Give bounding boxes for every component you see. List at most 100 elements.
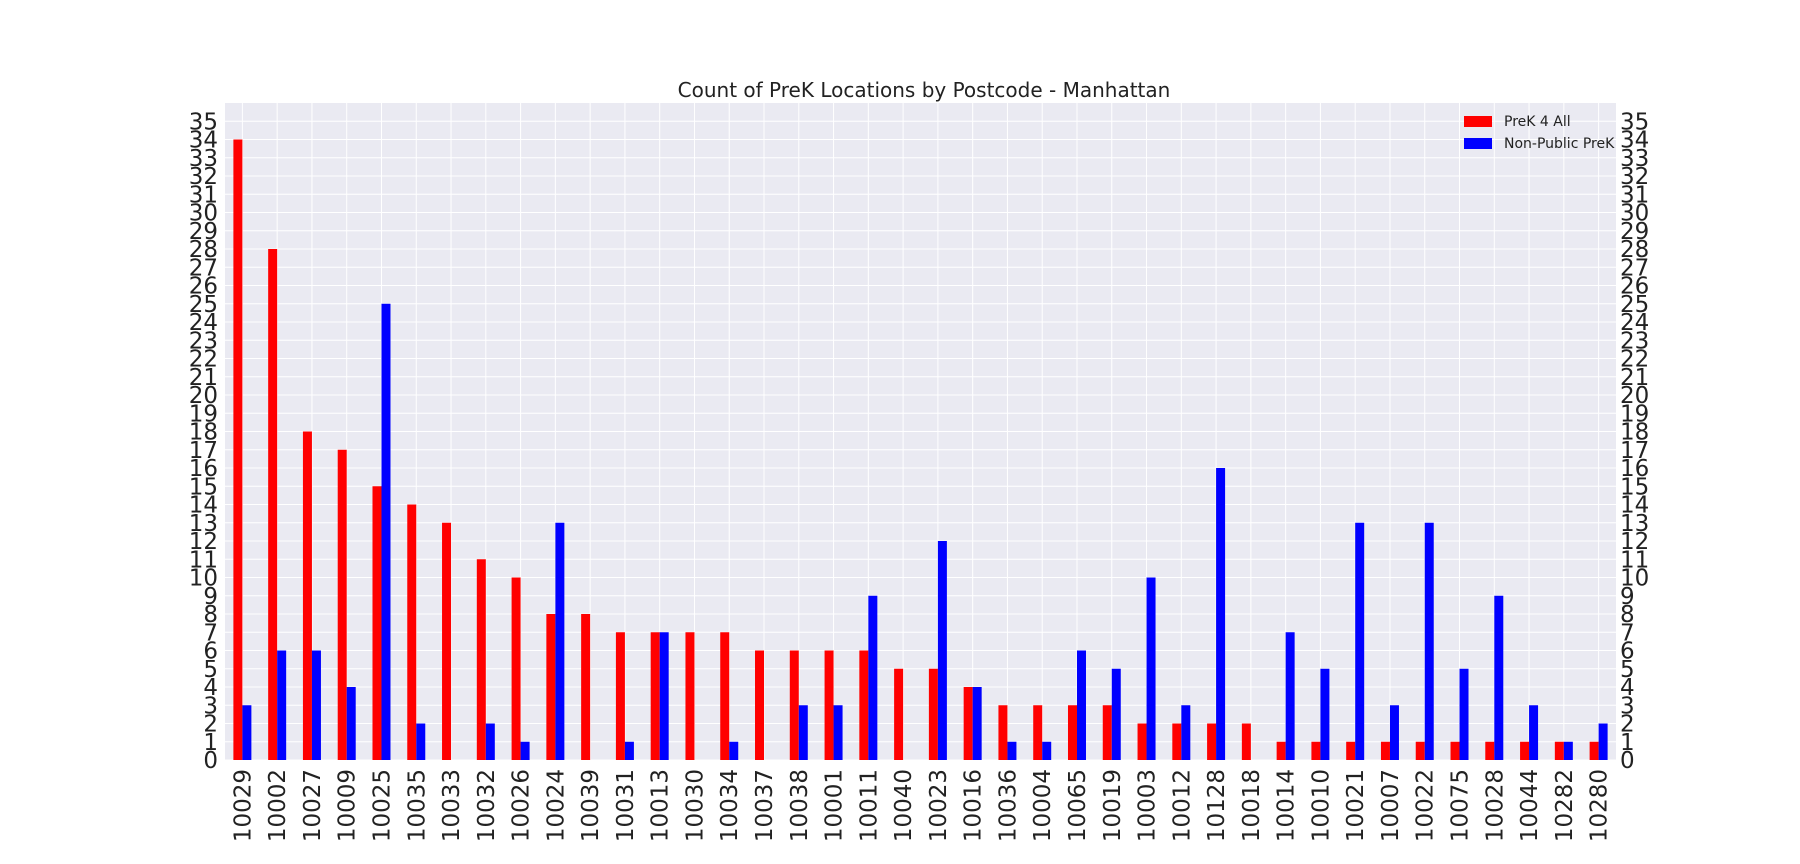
bar-non-public-prek	[520, 741, 530, 760]
legend-label: PreK 4 All	[1504, 114, 1571, 130]
bar-non-public-prek	[1007, 741, 1017, 760]
bar-non-public-prek	[555, 522, 565, 760]
x-tick-label: 10001	[822, 769, 848, 842]
bar-prek-4-all	[1520, 741, 1530, 760]
y-tick-label-right: 19	[1620, 401, 1649, 427]
bar-prek-4-all	[581, 614, 591, 760]
bar-prek-4-all	[546, 614, 556, 760]
bar-non-public-prek	[937, 541, 947, 760]
y-tick-label-right: 30	[1620, 201, 1649, 227]
y-tick-label-left: 17	[189, 438, 218, 464]
bar-non-public-prek	[1320, 668, 1330, 760]
y-tick-label-right: 26	[1620, 274, 1649, 300]
y-tick-label-left: 15	[189, 474, 218, 500]
y-tick-label-right: 4	[1620, 675, 1635, 701]
y-tick-label-left: 34	[189, 128, 218, 154]
y-tick-label-left: 27	[189, 255, 218, 281]
bar-non-public-prek	[624, 741, 634, 760]
x-tick-label: 10021	[1343, 769, 1369, 842]
y-tick-label-left: 6	[203, 639, 218, 665]
y-tick-label-right: 13	[1620, 511, 1649, 537]
y-tick-label-right: 9	[1620, 584, 1635, 610]
bar-non-public-prek	[1529, 705, 1539, 760]
y-tick-label-right: 20	[1620, 383, 1649, 409]
chart-title: Count of PreK Locations by Postcode - Ma…	[678, 78, 1171, 102]
bar-non-public-prek	[381, 303, 391, 760]
y-tick-label-left: 22	[189, 347, 218, 373]
bar-non-public-prek	[1181, 705, 1191, 760]
x-tick-label: 10027	[300, 769, 326, 842]
legend-label: Non-Public PreK	[1504, 136, 1615, 152]
bar-non-public-prek	[311, 650, 321, 760]
x-tick-label: 10007	[1378, 769, 1404, 842]
bar-prek-4-all	[963, 687, 973, 760]
y-tick-label-left: 14	[189, 493, 218, 519]
y-tick-label-right: 32	[1620, 164, 1649, 190]
bar-prek-4-all	[1067, 705, 1077, 760]
bar-non-public-prek	[1111, 668, 1121, 760]
x-tick-label: 10011	[856, 769, 882, 842]
y-tick-label-left: 23	[189, 328, 218, 354]
y-tick-label-left: 18	[189, 420, 218, 446]
x-tick-label: 10012	[1169, 769, 1195, 842]
y-tick-label-right: 5	[1620, 657, 1635, 683]
bar-prek-4-all	[337, 449, 347, 760]
y-tick-label-left: 31	[189, 182, 218, 208]
x-tick-label: 10025	[369, 769, 395, 842]
legend-swatch	[1464, 138, 1492, 149]
bar-prek-4-all	[1554, 741, 1564, 760]
bar-prek-4-all	[998, 705, 1008, 760]
x-tick-label: 10010	[1308, 769, 1334, 842]
y-tick-label-left: 20	[189, 383, 218, 409]
x-tick-label: 10022	[1413, 769, 1439, 842]
y-tick-label-right: 18	[1620, 420, 1649, 446]
bar-prek-4-all	[615, 632, 625, 760]
bar-prek-4-all	[1380, 741, 1390, 760]
y-tick-label-left: 32	[189, 164, 218, 190]
x-tick-label: 10034	[717, 769, 743, 842]
y-tick-label-left: 16	[189, 456, 218, 482]
bar-non-public-prek	[972, 687, 982, 760]
y-tick-label-right: 7	[1620, 620, 1635, 646]
y-tick-label-left: 25	[189, 292, 218, 318]
bar-non-public-prek	[833, 705, 843, 760]
y-tick-label-right: 14	[1620, 493, 1649, 519]
bar-prek-4-all	[824, 650, 834, 760]
bars	[233, 139, 1608, 760]
bar-prek-4-all	[755, 650, 765, 760]
x-tick-label: 10030	[682, 769, 708, 842]
x-tick-label: 10002	[265, 769, 291, 842]
y-axis-right: 0123456789101112131415161718192021222324…	[1620, 109, 1649, 774]
bar-non-public-prek	[485, 723, 495, 760]
bar-non-public-prek	[1598, 723, 1608, 760]
y-tick-label-right: 25	[1620, 292, 1649, 318]
x-tick-label: 10009	[335, 769, 361, 842]
bar-non-public-prek	[729, 741, 739, 760]
legend-swatch	[1464, 116, 1492, 127]
bar-prek-4-all	[685, 632, 695, 760]
y-tick-label-right: 33	[1620, 146, 1649, 172]
y-tick-label-left: 5	[203, 657, 218, 683]
y-tick-label-left: 4	[203, 675, 218, 701]
x-tick-label: 10039	[578, 769, 604, 842]
y-tick-label-right: 34	[1620, 128, 1649, 154]
y-tick-label-left: 30	[189, 201, 218, 227]
x-tick-label: 10038	[787, 769, 813, 842]
bar-prek-4-all	[1589, 741, 1599, 760]
x-tick-label: 10014	[1274, 769, 1300, 842]
y-tick-label-right: 0	[1620, 748, 1635, 774]
bar-non-public-prek	[659, 632, 669, 760]
y-tick-label-left: 29	[189, 219, 218, 245]
y-tick-label-left: 7	[203, 620, 218, 646]
y-tick-label-left: 1	[203, 730, 218, 756]
x-tick-label: 10028	[1482, 769, 1508, 842]
bar-prek-4-all	[1137, 723, 1147, 760]
y-tick-label-left: 2	[203, 712, 218, 738]
y-tick-label-right: 2	[1620, 712, 1635, 738]
bar-prek-4-all	[1450, 741, 1460, 760]
x-tick-label: 10024	[543, 769, 569, 842]
bar-prek-4-all	[720, 632, 730, 760]
x-tick-label: 10282	[1552, 769, 1578, 842]
x-tick-label: 10033	[439, 769, 465, 842]
